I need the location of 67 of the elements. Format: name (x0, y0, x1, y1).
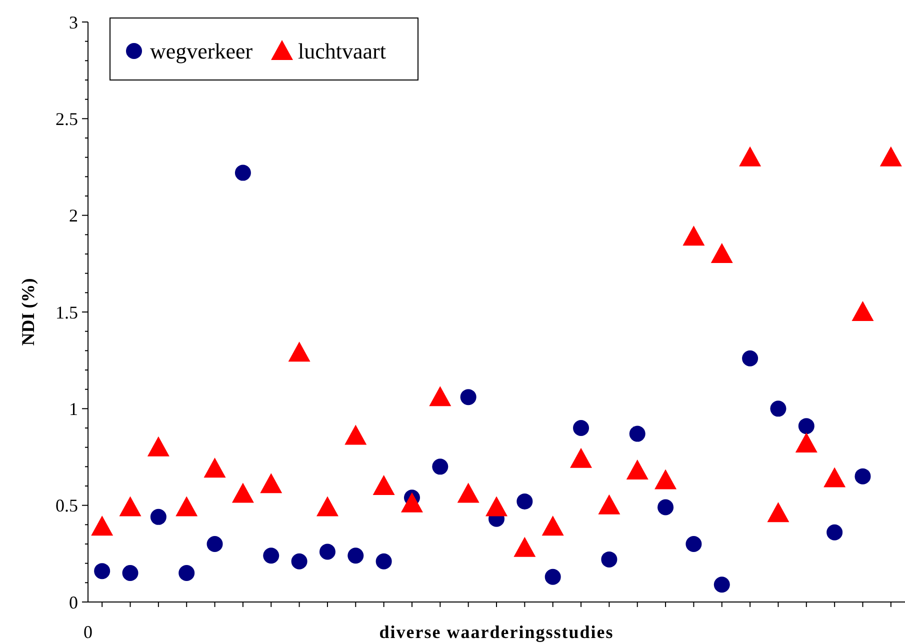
point (710, 243, 733, 263)
legend-label: wegverkeer (150, 38, 254, 64)
point (234, 164, 251, 181)
point (400, 492, 423, 512)
point (460, 389, 476, 406)
point (826, 524, 843, 540)
point (798, 418, 814, 434)
point (319, 544, 336, 560)
x-axis-title: diverse waarderingsstudies (379, 622, 614, 642)
point (316, 496, 338, 516)
y-tick-label: 2 (69, 206, 78, 226)
y-tick-label: 1.5 (56, 302, 78, 322)
point (570, 448, 592, 468)
point (232, 482, 254, 503)
point (204, 458, 226, 478)
point (626, 460, 648, 480)
point (486, 496, 508, 516)
point (263, 548, 280, 564)
point (770, 400, 786, 417)
y-tick-label: 1 (69, 398, 78, 419)
point (176, 496, 198, 516)
text: 0 (84, 622, 92, 642)
point (206, 536, 223, 552)
point (178, 565, 195, 581)
point (795, 432, 818, 452)
point (852, 301, 874, 321)
point (573, 420, 590, 436)
point (432, 458, 448, 475)
point (742, 350, 758, 366)
point (767, 502, 790, 522)
legend-label: luchtvaart (298, 38, 386, 64)
point (598, 494, 620, 514)
point (260, 473, 282, 494)
point (147, 436, 170, 456)
point (348, 548, 364, 564)
y-tick-label: 0.5 (56, 496, 78, 516)
point (686, 536, 702, 552)
point (150, 508, 166, 525)
point (739, 146, 762, 166)
point (514, 536, 536, 557)
point (291, 553, 308, 570)
point (288, 342, 310, 362)
point (91, 516, 114, 536)
point (516, 493, 533, 510)
point (880, 146, 902, 166)
point (122, 565, 138, 581)
point (119, 496, 142, 516)
point (344, 424, 367, 445)
point (654, 469, 677, 490)
point (542, 516, 564, 536)
point (854, 468, 871, 484)
point (714, 576, 730, 593)
point (429, 386, 452, 406)
y-tick-label: 2.5 (56, 108, 78, 129)
point (544, 568, 561, 585)
point (372, 475, 395, 495)
point (376, 553, 392, 570)
y-axis-title: NDI (%) (18, 278, 38, 346)
point (457, 482, 480, 503)
point (824, 467, 846, 488)
y-tick-label: 0 (69, 592, 78, 612)
point (682, 226, 705, 246)
point (658, 499, 674, 516)
y-tick-label: 3 (69, 12, 78, 32)
point (94, 563, 110, 580)
point (629, 426, 646, 442)
point (601, 551, 618, 568)
